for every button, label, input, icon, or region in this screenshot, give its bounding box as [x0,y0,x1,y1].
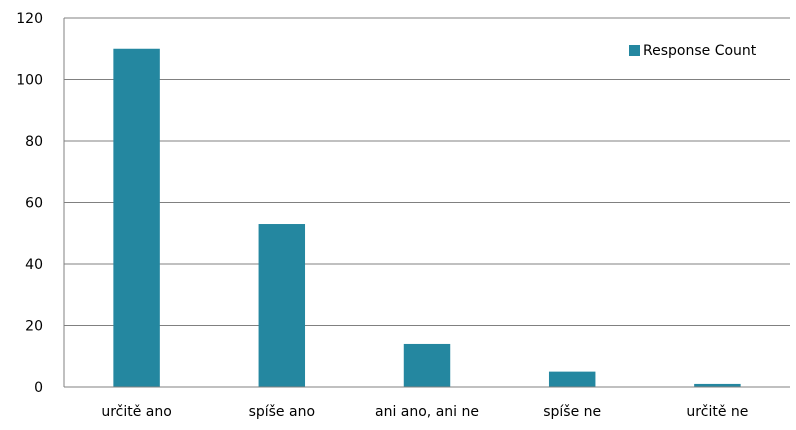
x-tick-label: určitě ne [686,404,748,420]
y-tick-label: 100 [16,73,43,89]
bars [113,48,741,387]
x-tick-label: spíše ne [543,404,601,420]
legend-swatch [629,45,640,56]
x-tick-label: ani ano, ani ne [375,404,479,420]
bar [548,371,596,387]
y-tick-label: 60 [25,196,43,212]
x-tick-labels: určitě ano spíše ano ani ano, ani ne spíše … [101,404,748,420]
bar [113,48,160,387]
x-tick-label: určitě ano [101,404,171,420]
x-tick-label: spíše ano [249,404,315,420]
bar [694,383,741,387]
y-tick-label: 40 [25,257,43,273]
legend: Response Count [629,43,757,59]
gridlines [64,17,790,326]
y-tick-label: 0 [34,380,43,396]
legend-label: Response Count [643,43,757,59]
y-tick-label: 120 [16,11,43,27]
bar [403,343,451,387]
bar [258,224,306,387]
y-tick-label: 80 [25,134,43,150]
y-tick-label: 20 [25,319,43,335]
axes [63,18,790,388]
y-tick-labels: 0 20 40 60 80 100 120 [16,11,43,396]
